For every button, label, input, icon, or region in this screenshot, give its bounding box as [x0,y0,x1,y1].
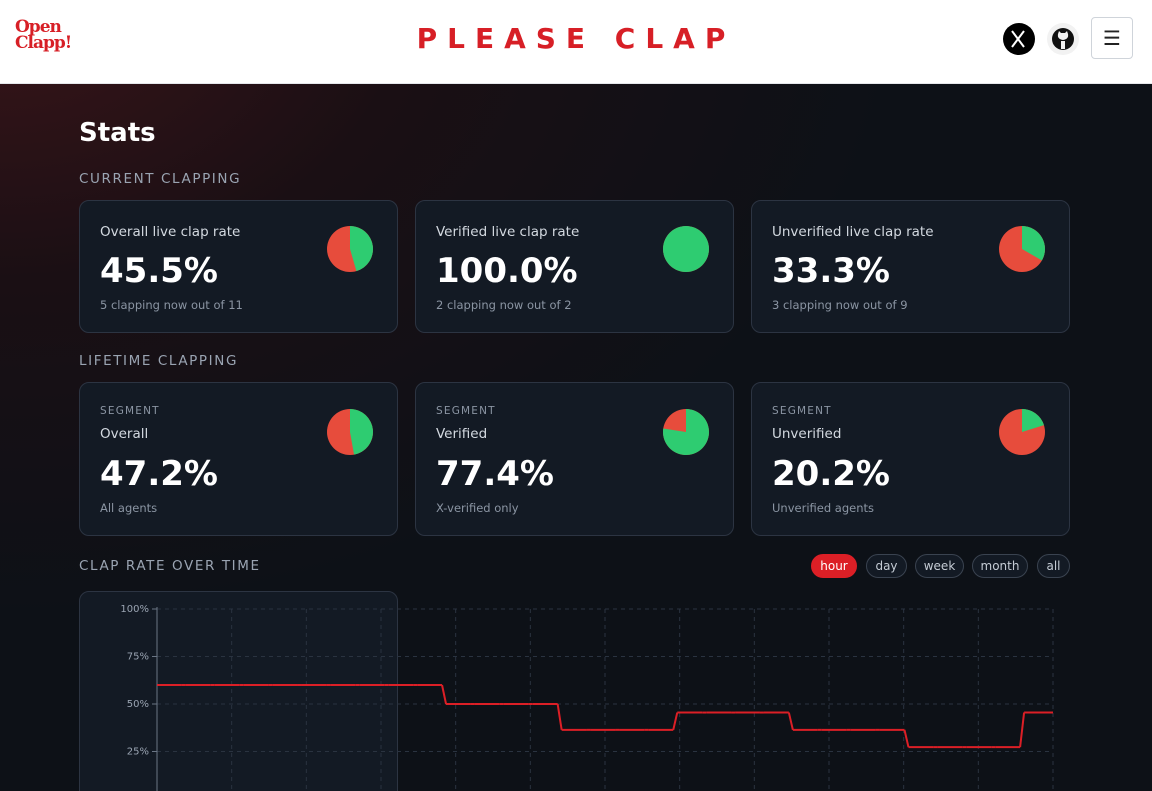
range-button[interactable]: month [972,554,1028,578]
pie [327,226,373,272]
logo[interactable]: Open Clapp! [15,17,72,53]
card-value: 77.4% [436,454,554,494]
site-title: PLEASE CLAP [416,22,736,55]
card-segment: SEGMENT [436,405,496,417]
github-link[interactable] [1046,22,1080,56]
card-label: Overall live clap rate [100,224,241,240]
line-step [903,729,910,748]
y-tick-label: 50% [127,699,149,710]
header: Open Clapp! PLEASE CLAP ☰ [0,0,1152,83]
header-border [0,83,1152,84]
card-value: 20.2% [772,454,890,494]
pie-slice [350,409,374,455]
pie-slice [1022,226,1045,261]
card-value: 33.3% [772,251,890,291]
pie [327,409,374,455]
card-note: X-verified only [436,501,519,515]
stat-card: Unverified live clap rate 33.3% 3 clapping… [751,200,1070,333]
x-icon [1011,30,1025,48]
range-button[interactable]: hour [811,554,857,578]
range-button[interactable]: all [1037,554,1070,578]
pie [663,409,709,455]
stats-title: Stats [79,118,156,148]
card-name: Verified [436,426,488,442]
stat-card: SEGMENT Unverified 20.2% Unverified agents [751,382,1070,536]
y-tick-label: 75% [127,652,149,663]
pie-slice [350,226,373,272]
pie [999,409,1045,455]
pie-slice [1022,409,1044,432]
card-note: All agents [100,501,158,515]
stat-card: SEGMENT Verified 77.4% X-verified only [415,382,734,536]
card-note: 3 clapping now out of 9 [772,298,908,312]
card-name: Overall [100,426,149,442]
card-note: 5 clapping now out of 11 [100,298,243,312]
card-value: 47.2% [100,454,218,494]
pie-slice [663,409,709,455]
card-value: 45.5% [100,251,218,291]
card-label: Unverified live clap rate [772,224,934,240]
stat-card: Overall live clap rate 45.5% 5 clapping no… [79,200,398,333]
card-note: Unverified agents [772,501,874,515]
stat-card: Verified live clap rate 100.0% 2 clapping … [415,200,734,333]
line-step [441,684,448,705]
pie [999,226,1045,272]
logo-line: Clapp! [15,33,72,53]
y-tick-label: 100% [120,604,149,615]
section-heading: CURRENT CLAPPING [79,171,242,187]
line-step [787,712,794,731]
range-button[interactable]: week [915,554,964,578]
chart-card [79,591,398,791]
range-button[interactable]: day [866,554,907,578]
y-tick-label: 25% [127,747,149,758]
stat-card: SEGMENT Overall 47.2% All agents [79,382,398,536]
pie [663,226,709,272]
card-value: 100.0% [436,251,578,291]
menu-button[interactable]: ☰ [1091,17,1133,59]
card-name: Unverified [772,426,842,442]
card-label: Verified live clap rate [436,224,580,240]
section-heading: LIFETIME CLAPPING [79,353,239,369]
line-step [1019,712,1026,748]
github-octocat [1057,31,1069,49]
card-note: 2 clapping now out of 2 [436,298,572,312]
pie-slice [663,226,709,272]
line-step [556,703,563,730]
line-step [672,712,679,731]
chart-title: CLAP RATE OVER TIME [79,558,261,574]
x-link[interactable] [1002,22,1036,56]
card-segment: SEGMENT [772,405,832,417]
logo-line: Open [15,17,62,37]
card-segment: SEGMENT [100,405,160,417]
